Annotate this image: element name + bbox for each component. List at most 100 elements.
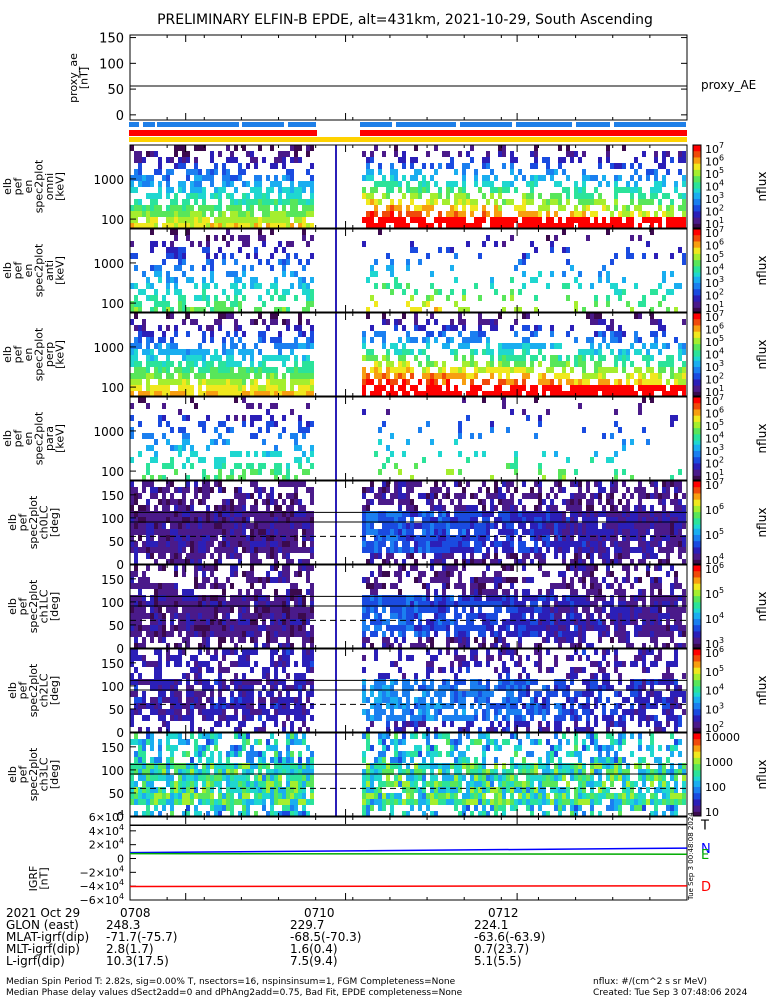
spectrogram-cell xyxy=(138,523,142,529)
spectrogram-cell xyxy=(430,523,434,529)
spectrogram-cell xyxy=(586,505,590,511)
spectrogram-cell xyxy=(190,349,194,355)
spectrogram-cell xyxy=(426,493,430,499)
spectrogram-cell xyxy=(262,529,266,535)
spectrogram-cell xyxy=(426,199,430,205)
spectrogram-cell xyxy=(546,217,550,223)
spectrogram-cell xyxy=(450,637,454,643)
spectrogram-cell xyxy=(542,613,546,619)
spectrogram-cell xyxy=(298,523,302,529)
spectrogram-cell xyxy=(210,193,214,199)
spectrogram-cell xyxy=(630,217,634,223)
spectrogram-cell xyxy=(182,379,186,385)
spectrogram-cell xyxy=(246,631,250,637)
spectrogram-cell xyxy=(246,211,250,217)
spectrogram-cell xyxy=(438,223,442,229)
spectrogram-cell xyxy=(290,193,294,199)
spectrogram-cell xyxy=(274,445,278,451)
spectrogram-cell xyxy=(270,181,274,187)
spectrogram-cell xyxy=(362,595,366,601)
spectrogram-cell xyxy=(530,163,534,169)
spectrogram-cell xyxy=(546,601,550,607)
spectrogram-cell xyxy=(242,355,246,361)
spectrogram-cell xyxy=(538,643,542,649)
spectrogram-cell xyxy=(662,325,666,331)
spectrogram-cell xyxy=(362,373,366,379)
spectrogram-cell xyxy=(142,613,146,619)
spectrogram-cell xyxy=(278,529,282,535)
spectrogram-cell xyxy=(202,595,206,601)
spectrogram-cell xyxy=(202,511,206,517)
spectrogram-cell xyxy=(234,217,238,223)
spectrogram-cell xyxy=(482,589,486,595)
spectrogram-cell xyxy=(242,145,246,151)
spectrogram-cell xyxy=(386,619,390,625)
spectrogram-cell xyxy=(418,211,422,217)
spectrogram-cell xyxy=(410,157,414,163)
spectrogram-cell xyxy=(230,529,234,535)
colorbar-cell xyxy=(693,176,701,179)
spectrogram-cell xyxy=(210,373,214,379)
spectrogram-cell xyxy=(282,619,286,625)
spectrogram-cell xyxy=(254,367,258,373)
spectrogram-cell xyxy=(426,535,430,541)
spectrogram-cell xyxy=(214,427,218,433)
spectrogram-cell xyxy=(406,265,410,271)
spectrogram-cell xyxy=(214,481,218,487)
spectrogram-cell xyxy=(558,205,562,211)
spectrogram-cell xyxy=(166,193,170,199)
spectrogram-cell xyxy=(378,217,382,223)
spectrogram-cell xyxy=(454,349,458,355)
spectrogram-cell xyxy=(162,475,166,481)
spectrogram-cell xyxy=(538,553,542,559)
spectrogram-cell xyxy=(134,187,138,193)
spectrogram-cell xyxy=(594,217,598,223)
spectrogram-cell xyxy=(406,259,410,265)
spectrogram-cell xyxy=(374,181,378,187)
spectrogram-cell xyxy=(630,559,634,565)
spectrogram-cell xyxy=(554,385,558,391)
spectrogram-cell xyxy=(622,517,626,523)
spectrogram-cell xyxy=(206,637,210,643)
spectrogram-cell xyxy=(298,325,302,331)
spectrogram-cell xyxy=(490,217,494,223)
spectrogram-cell xyxy=(158,553,162,559)
spectrogram-cell xyxy=(622,145,626,151)
spectrogram-cell xyxy=(130,391,134,397)
spectrogram-cell xyxy=(522,223,526,229)
spectrogram-cell xyxy=(626,385,630,391)
spectrogram-cell xyxy=(482,211,486,217)
spectrogram-cell xyxy=(206,415,210,421)
spectrogram-cell xyxy=(142,625,146,631)
spectrogram-cell xyxy=(474,517,478,523)
colorbar-cell xyxy=(693,327,701,331)
spectrogram-cell xyxy=(170,253,174,259)
spectrogram-cell xyxy=(538,421,542,427)
spectrogram-cell xyxy=(522,577,526,583)
spectrogram-cell xyxy=(470,355,474,361)
spectrogram-cell xyxy=(398,385,402,391)
spectrogram-cell xyxy=(134,343,138,349)
spectrogram-cell xyxy=(162,529,166,535)
spectrogram-cell xyxy=(422,373,426,379)
spectrogram-cell xyxy=(438,373,442,379)
spectrogram-cell xyxy=(514,529,518,535)
colorbar-cell xyxy=(693,471,701,475)
spectrogram-cell xyxy=(206,487,210,493)
spectrogram-cell xyxy=(266,259,270,265)
spectrogram-cell xyxy=(486,613,490,619)
spectrogram-cell xyxy=(542,541,546,547)
spectrogram-cell xyxy=(294,481,298,487)
spectrogram-cell xyxy=(226,145,230,151)
spectrogram-cell xyxy=(382,499,386,505)
spectrogram-cell xyxy=(262,301,266,307)
spectrogram-cell xyxy=(130,223,134,229)
spectrogram-cell xyxy=(414,559,418,565)
spectrogram-cell xyxy=(386,193,390,199)
spectrogram-cell xyxy=(426,331,430,337)
spectrogram-cell xyxy=(254,193,258,199)
spectrogram-cell xyxy=(442,559,446,565)
colorbar-cell xyxy=(693,339,701,343)
spectrogram-cell xyxy=(406,211,410,217)
spectrogram-cell xyxy=(190,169,194,175)
